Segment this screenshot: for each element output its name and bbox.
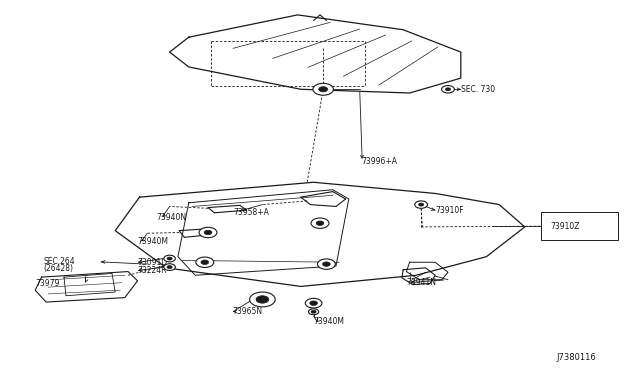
Circle shape (305, 298, 322, 308)
Circle shape (164, 255, 175, 262)
Circle shape (310, 301, 317, 305)
Text: 73940M: 73940M (138, 237, 168, 246)
Circle shape (317, 259, 335, 269)
Circle shape (415, 201, 428, 208)
Circle shape (196, 257, 214, 267)
Circle shape (311, 310, 316, 313)
Circle shape (199, 227, 217, 238)
Circle shape (201, 260, 209, 264)
Text: 73224R: 73224R (138, 266, 167, 275)
Text: SEC.264: SEC.264 (44, 257, 75, 266)
Text: SEC. 730: SEC. 730 (461, 85, 495, 94)
Circle shape (204, 230, 212, 235)
Circle shape (316, 221, 324, 225)
Circle shape (419, 203, 424, 206)
Circle shape (256, 296, 269, 303)
Text: 73996+A: 73996+A (362, 157, 397, 166)
Text: 73965N: 73965N (232, 307, 262, 316)
Text: 73940M: 73940M (314, 317, 344, 326)
Text: 73940N: 73940N (157, 213, 187, 222)
Text: 73941N: 73941N (406, 278, 436, 287)
Circle shape (445, 88, 451, 91)
Circle shape (313, 83, 333, 95)
Circle shape (308, 309, 319, 315)
Circle shape (250, 292, 275, 307)
Circle shape (319, 87, 328, 92)
Text: 73910Z: 73910Z (550, 222, 580, 231)
Circle shape (311, 218, 329, 228)
Circle shape (167, 266, 172, 269)
Circle shape (164, 264, 175, 270)
Bar (541, 212, 618, 240)
Text: 73091D: 73091D (138, 258, 168, 267)
Circle shape (323, 262, 330, 266)
Text: 73910F: 73910F (435, 206, 464, 215)
Text: 73979: 73979 (35, 279, 60, 288)
Circle shape (167, 257, 172, 260)
Text: (26428): (26428) (44, 264, 74, 273)
Text: 73958+A: 73958+A (234, 208, 269, 217)
Text: J7380116: J7380116 (557, 353, 596, 362)
Circle shape (442, 86, 454, 93)
